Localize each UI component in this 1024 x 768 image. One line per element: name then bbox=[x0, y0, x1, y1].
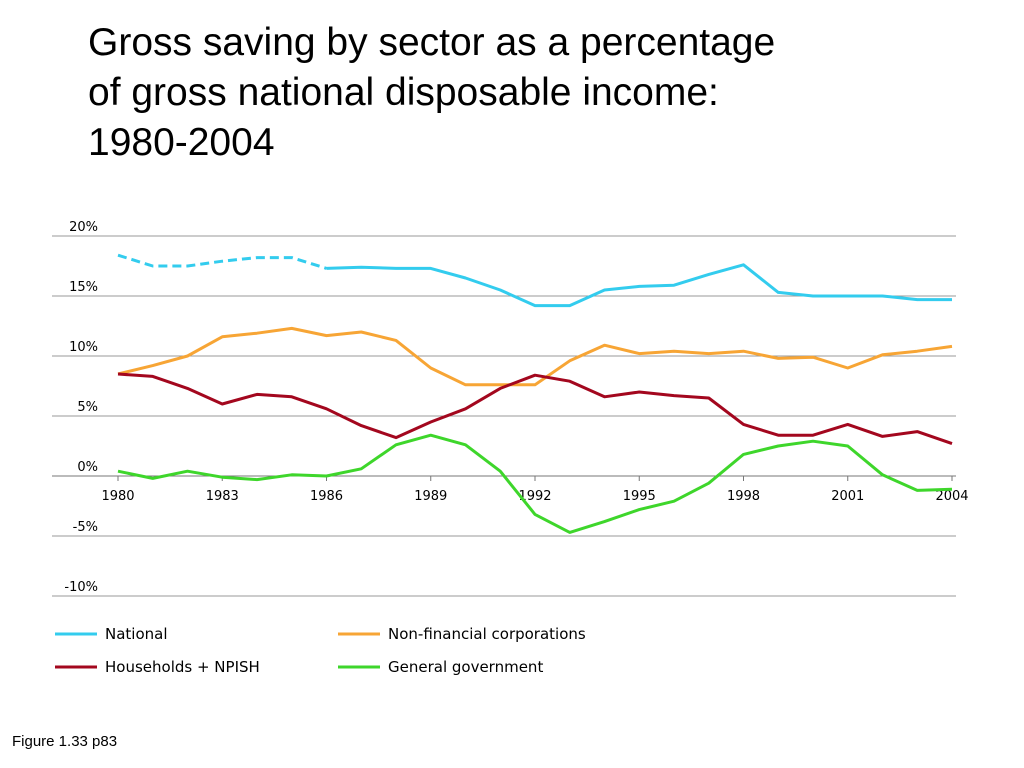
x-tick-label: 2004 bbox=[935, 489, 968, 504]
y-tick-label: 5% bbox=[77, 400, 98, 415]
legend: National Non-financial corporations Househ… bbox=[55, 625, 586, 676]
slide-title-line-2: of gross national disposable income: bbox=[88, 71, 719, 114]
y-tick-label: -5% bbox=[73, 520, 98, 535]
figure-caption: Figure 1.33 p83 bbox=[12, 733, 118, 750]
legend-label-national: National bbox=[105, 625, 168, 643]
x-tick-label: 1998 bbox=[727, 489, 760, 504]
x-tick-label: 1995 bbox=[623, 489, 656, 504]
y-tick-label: 15% bbox=[69, 280, 98, 295]
x-tick-label: 1980 bbox=[101, 489, 134, 504]
legend-label-households-npish: Households + NPISH bbox=[105, 658, 260, 676]
y-tick-label: 0% bbox=[77, 460, 98, 475]
x-tick-label: 1986 bbox=[310, 489, 343, 504]
series-line-non-financial-corporations bbox=[117, 326, 953, 387]
x-axis-tick-labels: 1980 1983 1986 1989 1992 1995 1998 2001 2004 bbox=[101, 489, 968, 504]
gridlines bbox=[52, 235, 956, 597]
y-tick-label: 20% bbox=[69, 220, 98, 235]
series-lines bbox=[117, 253, 953, 534]
series-line-general-government bbox=[117, 433, 953, 534]
slide-title: Gross saving by sector as a percentage o… bbox=[88, 18, 948, 168]
saving-line-chart: 20% 15% 10% 5% 0% -5% -10% 1980 1983 1986 1989 199… bbox=[52, 220, 969, 676]
legend-label-general-government: General government bbox=[388, 658, 543, 676]
series-line-national bbox=[326, 263, 952, 308]
series-line-households-npish bbox=[117, 372, 953, 446]
x-tick-label: 1983 bbox=[206, 489, 239, 504]
slide-title-line-3: 1980-2004 bbox=[88, 121, 275, 164]
y-tick-label: 10% bbox=[69, 340, 98, 355]
y-tick-label: -10% bbox=[64, 580, 98, 595]
series-line-national-dashed bbox=[117, 253, 327, 270]
slide-title-line-1: Gross saving by sector as a percentage bbox=[88, 21, 776, 64]
legend-label-non-financial-corporations: Non-financial corporations bbox=[388, 625, 586, 643]
x-tick-label: 2001 bbox=[831, 489, 864, 504]
x-tick-label: 1992 bbox=[518, 489, 551, 504]
x-tick-label: 1989 bbox=[414, 489, 447, 504]
y-axis-tick-labels: 20% 15% 10% 5% 0% -5% -10% bbox=[64, 220, 98, 595]
